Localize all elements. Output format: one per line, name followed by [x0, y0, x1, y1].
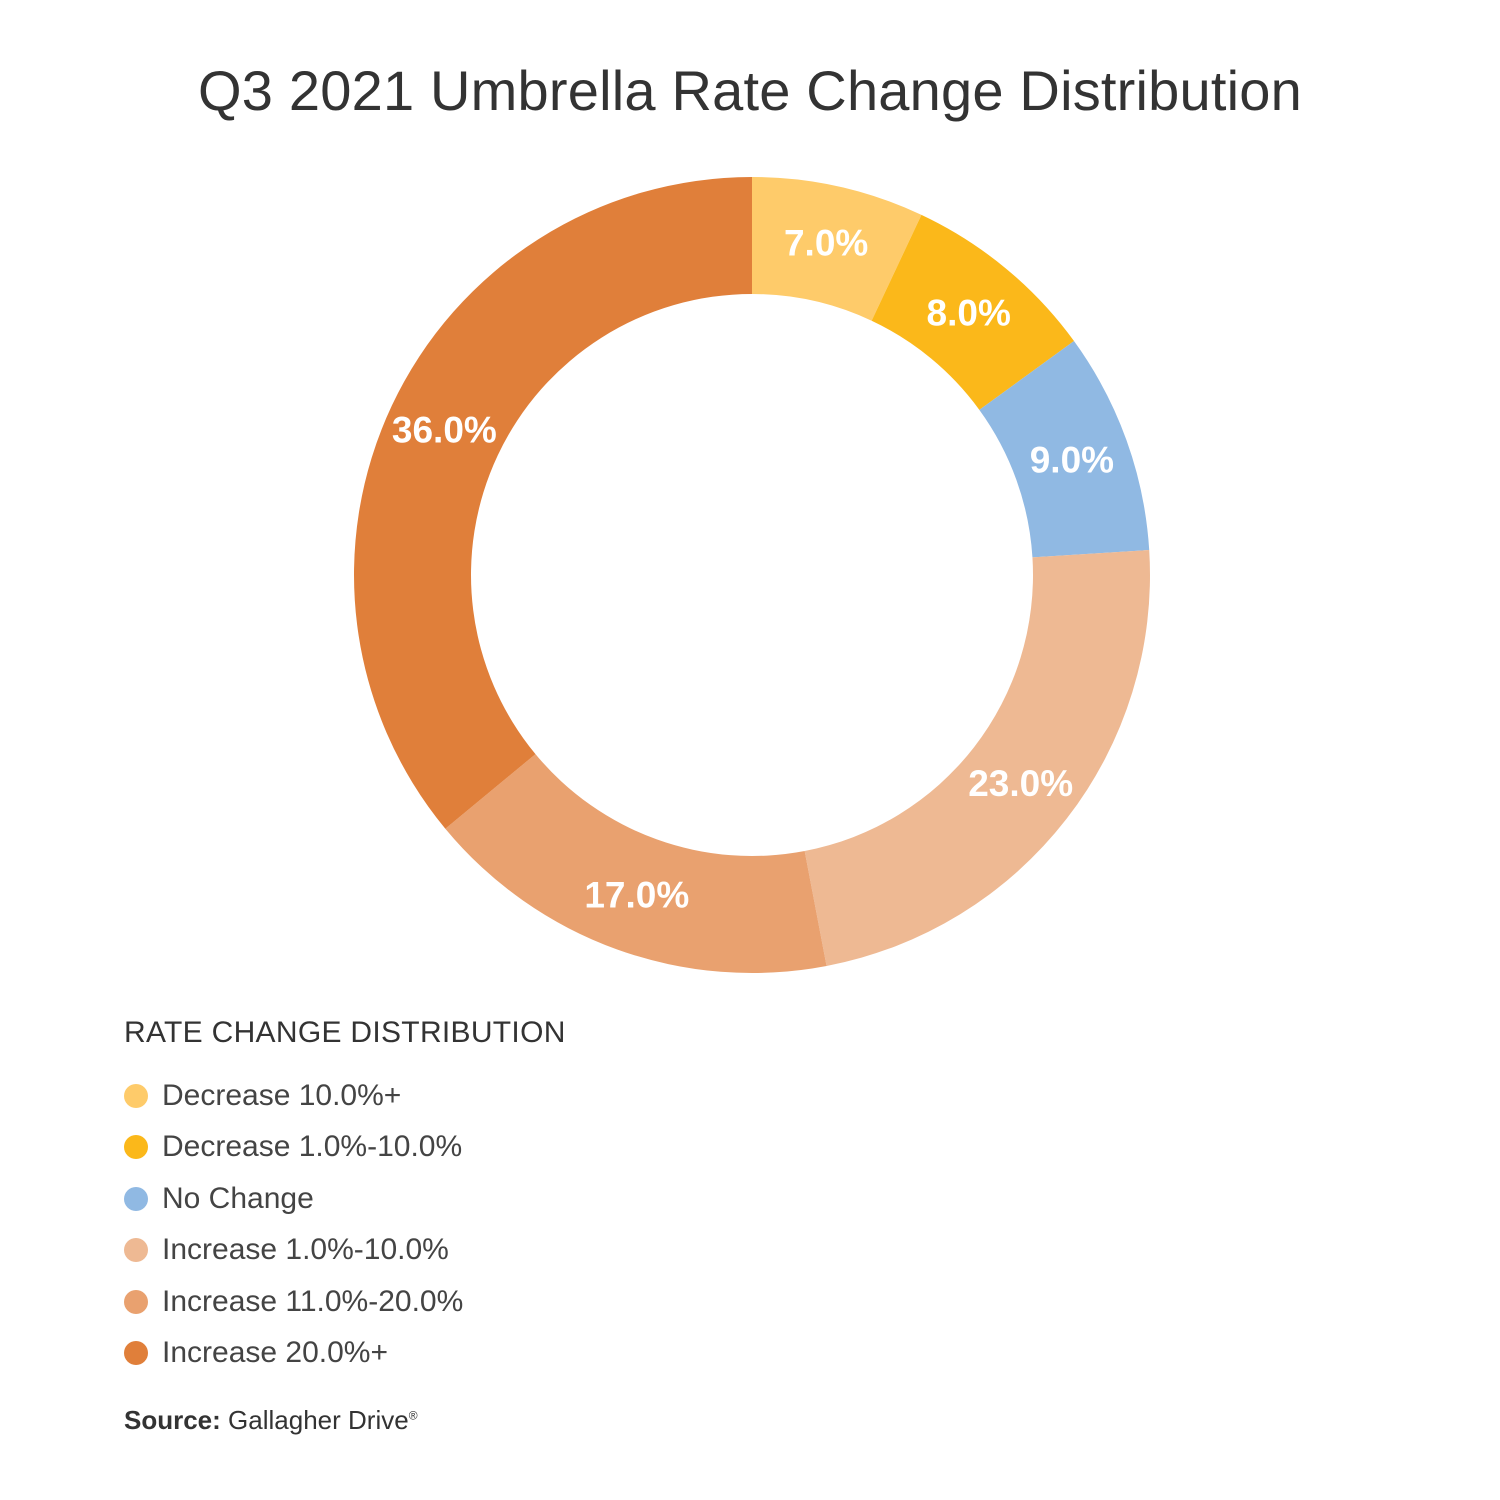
chart-title: Q3 2021 Umbrella Rate Change Distributio… — [198, 59, 1302, 122]
slice-value-label: 23.0% — [968, 763, 1073, 804]
source-note: Source: Gallagher Drive® — [124, 1405, 418, 1436]
legend-item: No Change — [124, 1173, 566, 1225]
donut-slice — [871, 214, 1074, 410]
donut-slice — [804, 550, 1150, 966]
legend-swatch — [124, 1083, 148, 1108]
donut-slice — [353, 177, 752, 829]
slice-value-label: 8.0% — [927, 293, 1011, 334]
legend-swatch — [124, 1135, 148, 1160]
slice-value-label: 9.0% — [1030, 439, 1114, 480]
source-text: Gallagher Drive — [228, 1405, 409, 1435]
legend-title: RATE CHANGE DISTRIBUTION — [124, 1016, 566, 1049]
legend-item: Increase 20.0%+ — [124, 1328, 566, 1380]
legend-item: Decrease 1.0%-10.0% — [124, 1122, 566, 1174]
legend: RATE CHANGE DISTRIBUTION Decrease 10.0%+… — [124, 1016, 566, 1379]
legend-label: Decrease 10.0%+ — [162, 1078, 402, 1112]
slice-value-label: 17.0% — [584, 874, 689, 915]
legend-item: Increase 1.0%-10.0% — [124, 1225, 566, 1277]
slice-value-label: 36.0% — [392, 410, 497, 451]
donut-slice — [979, 341, 1150, 558]
registered-mark: ® — [408, 1408, 418, 1423]
legend-swatch — [124, 1341, 148, 1366]
legend-label: Increase 11.0%-20.0% — [162, 1284, 464, 1318]
slice-value-label: 7.0% — [784, 223, 868, 264]
donut-slice — [752, 177, 922, 321]
legend-swatch — [124, 1238, 148, 1263]
legend-swatch — [124, 1289, 148, 1314]
legend-item: Decrease 10.0%+ — [124, 1070, 566, 1122]
legend-swatch — [124, 1186, 148, 1211]
legend-label: Increase 1.0%-10.0% — [162, 1233, 449, 1267]
legend-label: Decrease 1.0%-10.0% — [162, 1130, 463, 1164]
source-label: Source: — [124, 1405, 221, 1435]
legend-item: Increase 11.0%-20.0% — [124, 1276, 566, 1328]
legend-label: No Change — [162, 1181, 314, 1215]
donut-slice — [445, 754, 827, 973]
legend-label: Increase 20.0%+ — [162, 1336, 388, 1370]
